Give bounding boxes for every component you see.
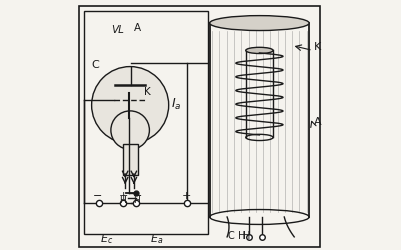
Text: A: A <box>134 22 141 32</box>
Text: C: C <box>227 231 234 241</box>
Text: A: A <box>313 117 321 127</box>
Text: $E_c$: $E_c$ <box>100 232 113 246</box>
Text: $I_a$: $I_a$ <box>170 96 181 112</box>
Bar <box>122 144 137 175</box>
Text: −: − <box>133 191 142 201</box>
Text: +: + <box>182 191 191 201</box>
Text: K: K <box>144 87 150 97</box>
Circle shape <box>91 66 168 144</box>
Ellipse shape <box>209 16 308 30</box>
Text: C: C <box>91 60 99 70</box>
Bar <box>84 11 208 234</box>
Text: −: − <box>93 191 102 201</box>
Text: K: K <box>314 42 321 52</box>
Text: VL: VL <box>111 25 124 35</box>
Ellipse shape <box>245 47 272 54</box>
Text: H: H <box>238 231 245 241</box>
Text: +: + <box>119 191 128 201</box>
Text: H: H <box>119 196 125 205</box>
Circle shape <box>111 111 149 150</box>
Text: H: H <box>243 231 250 241</box>
Text: $E_a$: $E_a$ <box>149 232 162 246</box>
Text: H: H <box>133 196 140 205</box>
